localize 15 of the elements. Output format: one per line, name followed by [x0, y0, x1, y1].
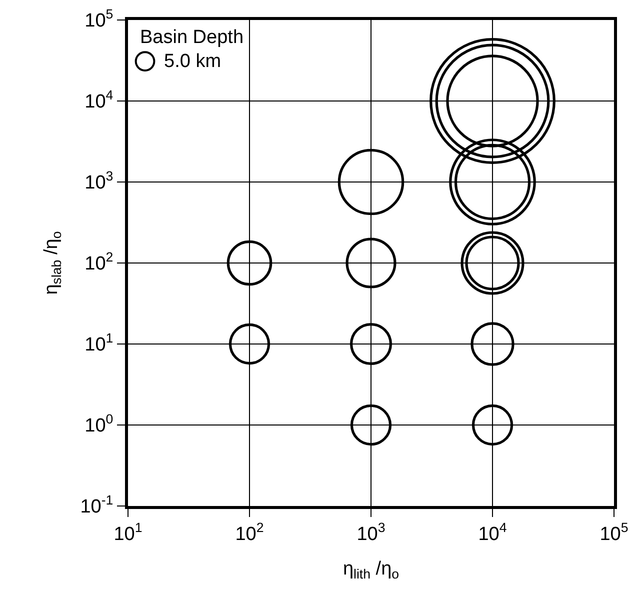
x-tick-label: 10$^{4}$ — [478, 520, 507, 545]
y-tick-label: 10$^{-1}$ — [80, 492, 114, 518]
y-tick-label: 10$^{5}$ — [84, 6, 114, 32]
x-tick-label: 10$^{1}$ — [114, 520, 142, 545]
x-tick-label: 10$^{3}$ — [356, 520, 386, 545]
legend-label: 5.0 km — [164, 51, 222, 72]
x-axis-title: η$_{lith}$ /η$_{o}$ — [342, 558, 400, 582]
y-tick-label: 10$^{4}$ — [84, 88, 114, 113]
y-tick-label: 10$^{0}$ — [84, 412, 114, 437]
legend-title: Basin Depth — [140, 27, 244, 48]
y-tick-label: 10$^{1}$ — [84, 330, 114, 356]
x-tick-label: 10$^{5}$ — [600, 520, 628, 545]
y-tick-label: 10$^{2}$ — [84, 250, 114, 275]
x-tick-label: 10$^{2}$ — [235, 520, 264, 545]
y-tick-label: 10$^{3}$ — [84, 168, 114, 194]
